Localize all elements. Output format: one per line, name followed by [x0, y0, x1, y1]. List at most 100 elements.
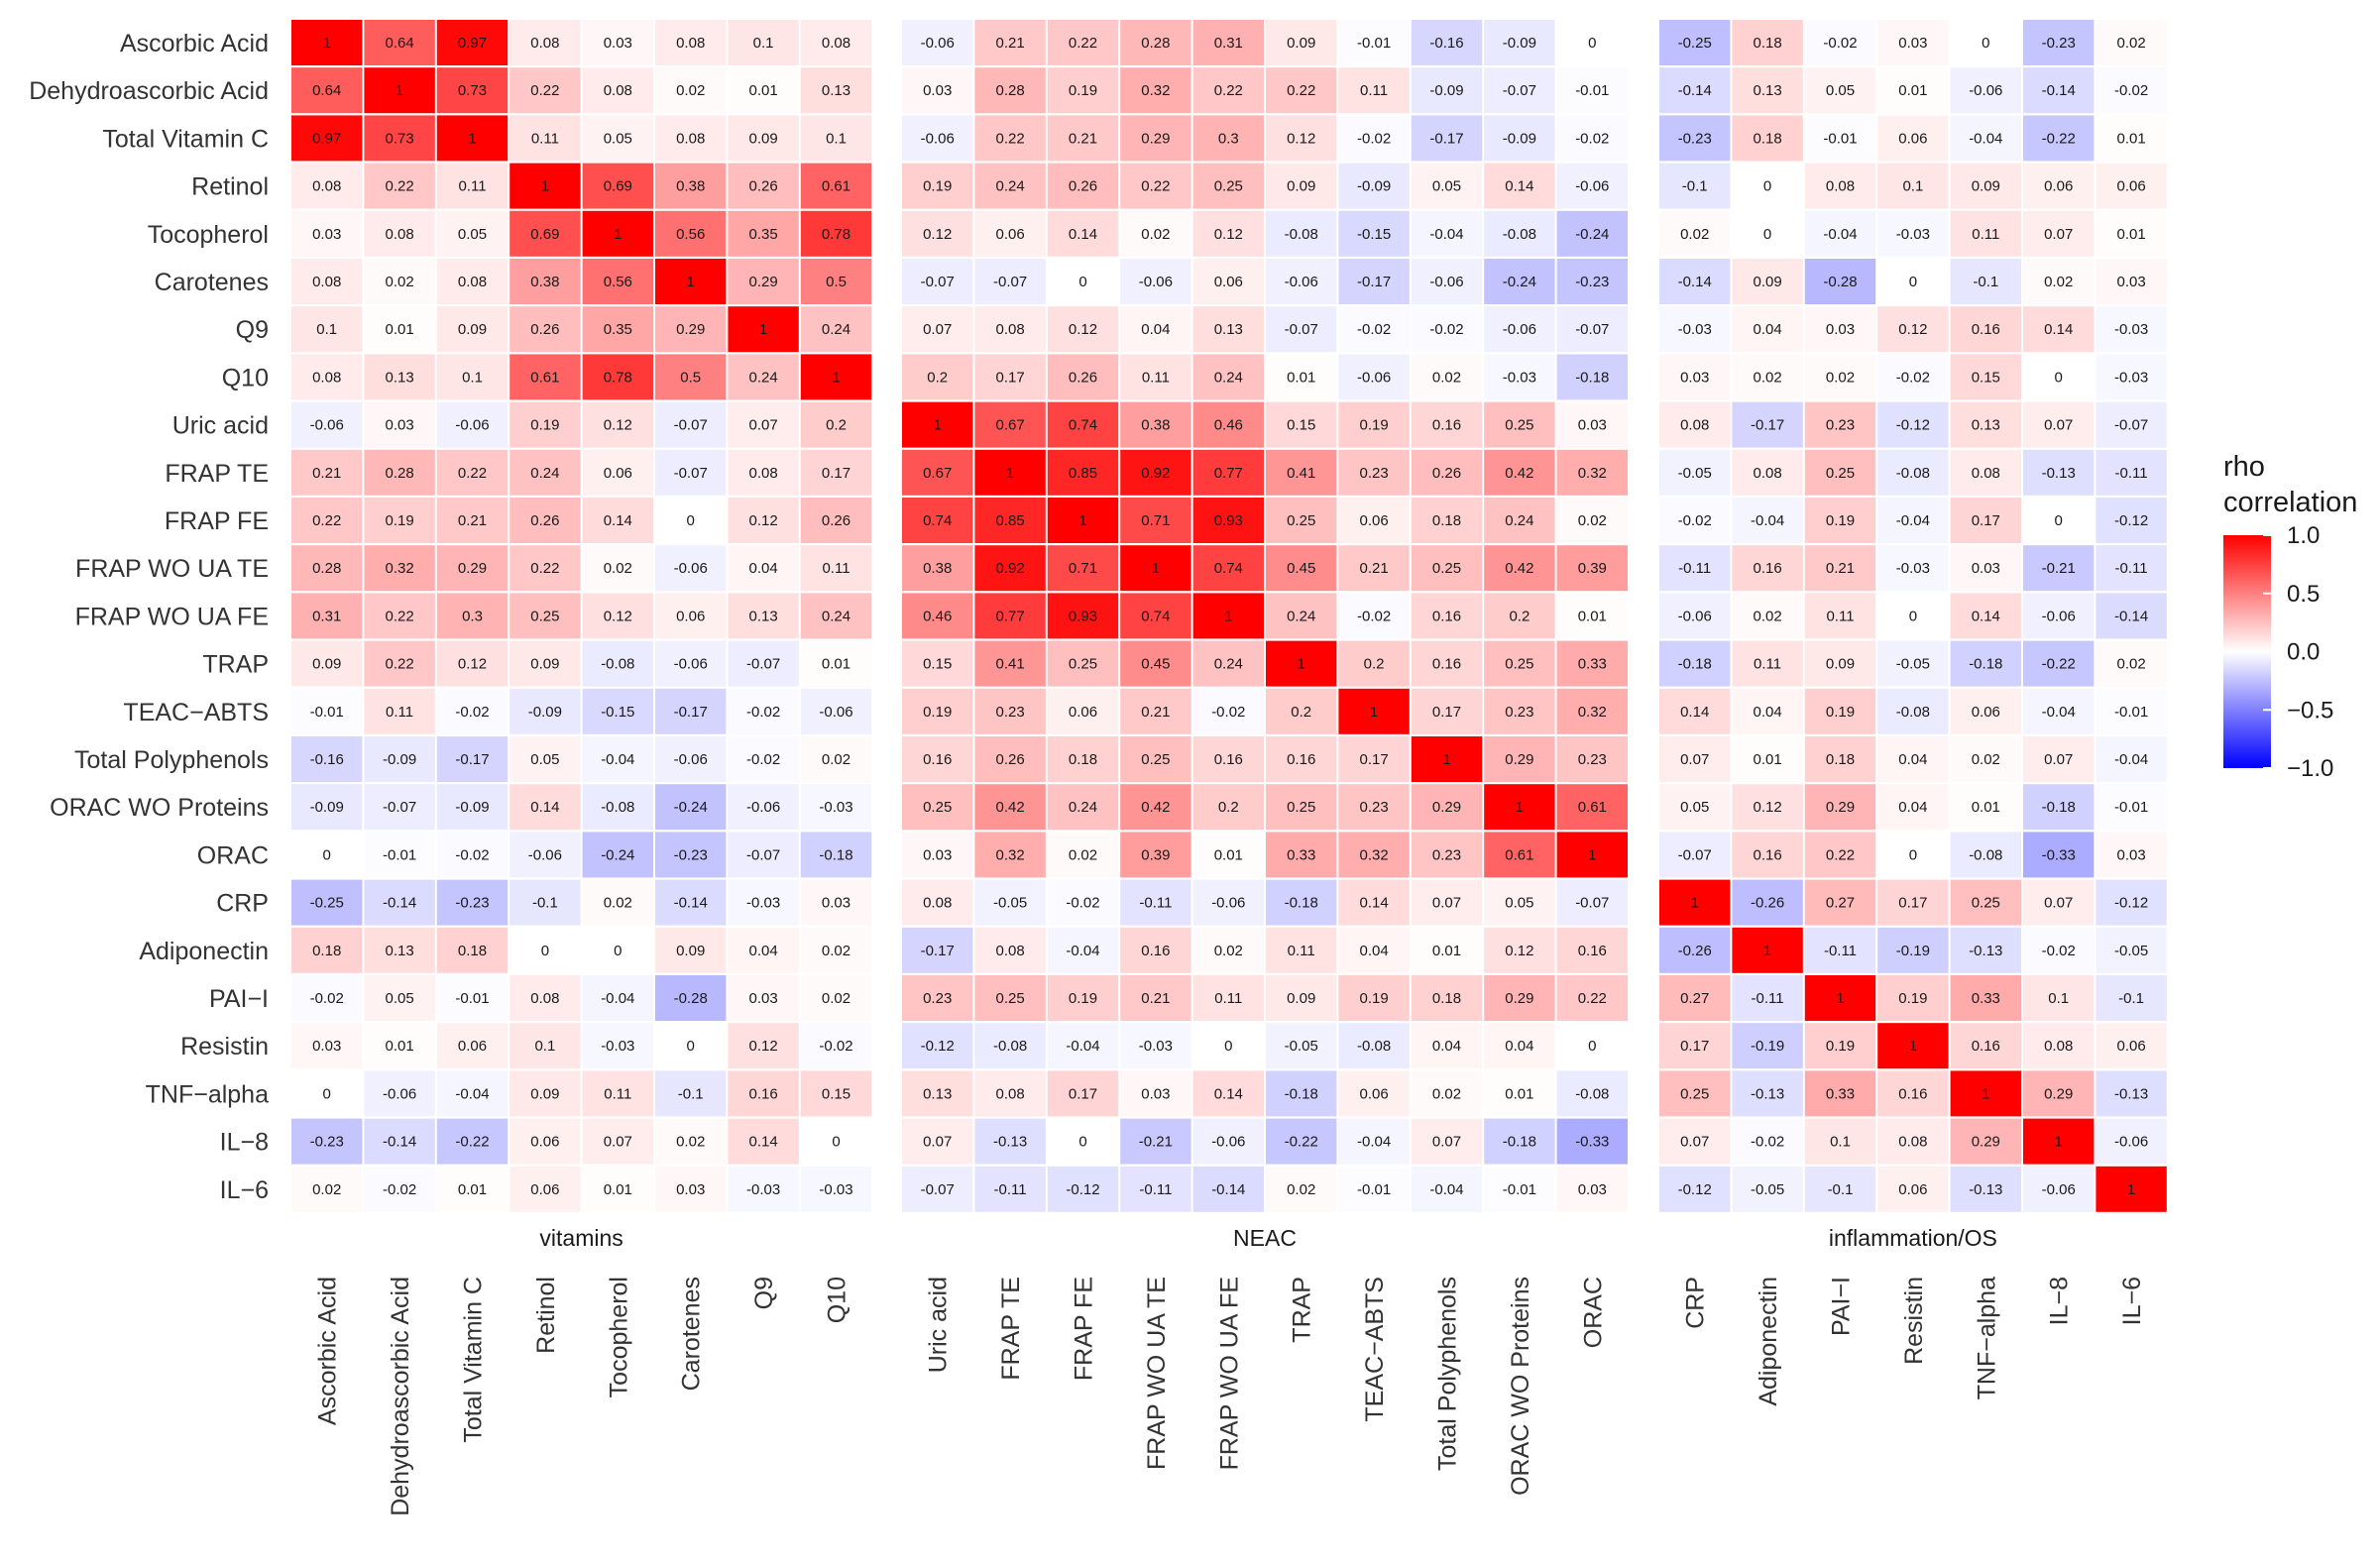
cell-value-label: -0.05 [2114, 943, 2148, 959]
heatmap-cell-carotenes-adiponectin [1732, 259, 1803, 304]
heatmap-cell-q10-resistin [1877, 354, 1949, 400]
heatmap-cell-q10-adiponectin [1732, 354, 1803, 400]
cell-value-label: 0.07 [1432, 895, 1461, 912]
cell-value-label: 0.08 [2044, 1038, 2073, 1055]
cell-value-label: 0.02 [822, 990, 850, 1007]
heatmap-cell-frap-wo-ua-fe-total-polyphenols [1411, 593, 1483, 639]
heatmap-cell-orac-il-6 [2096, 832, 2167, 878]
group-label-inflammation-os: inflammation/OS [1829, 1225, 1997, 1251]
heatmap-cell-retinol-crp [1659, 163, 1731, 209]
cell-value-label: 0.41 [1287, 465, 1315, 482]
cell-value-label: 0.19 [1898, 990, 1927, 1007]
heatmap-cell-frap-wo-ua-te-q10 [800, 545, 872, 592]
cell-value-label: 0 [1588, 1038, 1596, 1055]
cell-value-label: 0.74 [1069, 417, 1097, 434]
cell-value-label: 0.17 [1069, 1085, 1097, 1102]
heatmap-cell-orac-crp [1659, 832, 1731, 878]
heatmap-cell-pai-i-frap-wo-ua-te [1120, 975, 1191, 1021]
cell-value-label: -0.01 [383, 846, 416, 863]
heatmap-cell-pai-i-orac-wo-proteins [1484, 975, 1555, 1021]
heatmap-cell-uric-acid-uric-acid [902, 401, 973, 448]
cell-value-label: -0.09 [1429, 82, 1463, 99]
cell-value-label: -0.05 [1285, 1038, 1318, 1055]
heatmap-cell-il-6-q9 [728, 1166, 799, 1212]
heatmap-cell-frap-fe-retinol [510, 498, 581, 543]
cell-value-label: -0.06 [2042, 608, 2076, 624]
heatmap-cell-frap-wo-ua-fe-orac [1556, 593, 1628, 639]
cell-value-label: 0.92 [1141, 465, 1170, 482]
heatmap-cell-tnf-alpha-tocopherol [582, 1070, 653, 1117]
heatmap-cell-q10-frap-wo-ua-fe [1192, 354, 1264, 400]
cell-value-label: 0.29 [1505, 990, 1533, 1007]
heatmap-cell-dehydroascorbic-acid-frap-fe [1047, 67, 1119, 114]
cell-value-label: -0.15 [1357, 226, 1391, 243]
cell-value-label: -0.08 [1357, 1038, 1391, 1055]
cell-value-label: -0.01 [2114, 704, 2148, 721]
cell-value-label: -0.1 [2118, 990, 2144, 1007]
heatmap-cell-orac-wo-proteins-il-6 [2096, 784, 2167, 831]
heatmap-cell-total-vitamin-c-ascorbic-acid [291, 115, 363, 162]
cell-value-label: 0.13 [822, 82, 850, 99]
heatmap-cell-adiponectin-orac [1556, 927, 1628, 973]
cell-value-label: -0.06 [1211, 895, 1245, 912]
cell-value-label: 0.19 [1069, 990, 1097, 1007]
heatmap-cell-pai-i-frap-wo-ua-fe [1192, 975, 1264, 1021]
heatmap-cell-resistin-trap [1266, 1023, 1337, 1069]
row-label-trap: TRAP [202, 651, 269, 679]
row-label-orac-wo-proteins: ORAC WO Proteins [50, 794, 269, 822]
heatmap-cell-q10-retinol [510, 354, 581, 400]
heatmap-cell-crp-orac [1556, 879, 1628, 926]
cell-value-label: -0.06 [1285, 274, 1318, 290]
heatmap-cell-il-8-tocopherol [582, 1118, 653, 1165]
cell-value-label: -0.23 [310, 1134, 344, 1151]
cell-value-label: 0.16 [1972, 1038, 2000, 1055]
heatmap-cell-carotenes-q9 [728, 259, 799, 304]
cell-value-label: 0.38 [923, 560, 952, 577]
heatmap-cell-orac-trap [1266, 832, 1337, 878]
heatmap-cell-q9-frap-fe [1047, 306, 1119, 353]
cell-value-label: -0.18 [1503, 1134, 1536, 1151]
heatmap-cell-frap-wo-ua-fe-il-6 [2096, 593, 2167, 639]
cell-value-label: 0.19 [923, 704, 952, 721]
cell-value-label: 0.14 [1505, 178, 1533, 195]
heatmap-cell-uric-acid-crp [1659, 401, 1731, 448]
col-label-total-polyphenols: Total Polyphenols [1434, 1277, 1462, 1471]
heatmap-cell-frap-wo-ua-fe-resistin [1877, 593, 1949, 639]
heatmap-cell-total-polyphenols-orac [1556, 736, 1628, 782]
heatmap-cell-orac-il-8 [2023, 832, 2095, 878]
heatmap-cell-frap-wo-ua-fe-tocopherol [582, 593, 653, 639]
heatmap-cell-frap-wo-ua-fe-adiponectin [1732, 593, 1803, 639]
heatmap-cell-q10-total-polyphenols [1411, 354, 1483, 400]
heatmap-cell-crp-frap-te [974, 879, 1046, 926]
heatmap-cell-frap-te-orac-wo-proteins [1484, 449, 1555, 496]
heatmap-cell-frap-te-carotenes [655, 449, 727, 496]
heatmap-cell-adiponectin-il-6 [2096, 927, 2167, 973]
heatmap-cell-resistin-frap-fe [1047, 1023, 1119, 1069]
cell-value-label: -0.02 [455, 704, 489, 721]
heatmap-cell-frap-wo-ua-fe-crp [1659, 593, 1731, 639]
heatmap-cell-trap-carotenes [655, 640, 727, 687]
heatmap-cell-teac-abts-q9 [728, 688, 799, 734]
heatmap-cell-dehydroascorbic-acid-crp [1659, 67, 1731, 114]
heatmap-cell-resistin-adiponectin [1732, 1023, 1803, 1069]
heatmap-cell-q9-orac [1556, 306, 1628, 353]
heatmap-cell-frap-te-crp [1659, 449, 1731, 496]
heatmap-cell-ascorbic-acid-tocopherol [582, 20, 653, 65]
cell-value-label: 0.11 [822, 560, 850, 577]
cell-value-label: -0.11 [994, 1181, 1027, 1198]
cell-value-label: 0.61 [1505, 846, 1533, 863]
cell-value-label: 0.07 [2044, 226, 2073, 243]
cell-value-label: -0.02 [1357, 130, 1391, 147]
cell-value-label: 0.25 [1141, 751, 1170, 768]
cell-value-label: -0.08 [1896, 465, 1930, 482]
group-labels-layer: vitamins NEAC inflammation/OS [539, 1225, 1996, 1251]
cell-value-label: -0.07 [383, 799, 416, 816]
cell-value-label: 0.24 [1287, 608, 1315, 624]
heatmap-cell-adiponectin-tnf-alpha [1950, 927, 2021, 973]
legend-title-line1: rho [2223, 451, 2265, 483]
cell-value-label: 0.93 [1214, 512, 1243, 529]
heatmap-cell-carotenes-total-vitamin-c [436, 259, 509, 304]
heatmap-cell-q9-frap-wo-ua-fe [1192, 306, 1264, 353]
heatmap-cell-orac-wo-proteins-frap-wo-ua-fe [1192, 784, 1264, 831]
row-labels-layer: Ascorbic Acid Dehydroascorbic Acid Total V… [29, 30, 269, 1204]
